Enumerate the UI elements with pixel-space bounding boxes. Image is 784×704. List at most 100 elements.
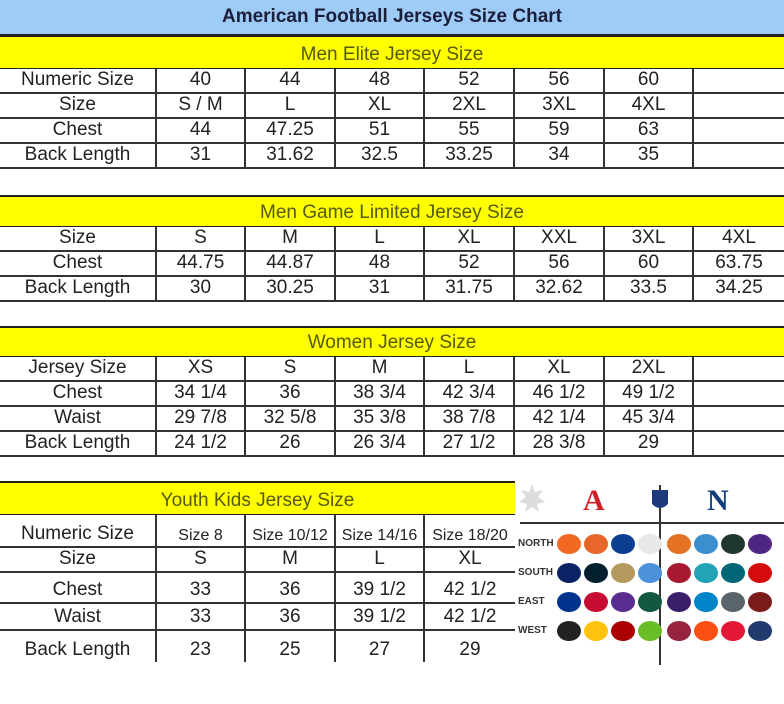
table-cell: 33 [157, 604, 246, 629]
section-heading: Men Elite Jersey Size [0, 35, 784, 69]
team-logo [721, 534, 745, 554]
table-cell: 25 [246, 631, 336, 662]
nfl-shield-icon [652, 490, 668, 508]
table-cell: 34.25 [715, 277, 763, 298]
row-label: Size [0, 94, 157, 117]
nfl-division-logos: A N NORTH SOUTH EAST WEST [515, 480, 784, 665]
team-logo [557, 621, 581, 641]
section-heading: Men Game Limited Jersey Size [0, 195, 784, 227]
table-row: Numeric Size Size 8 Size 10/12 Size 14/16 Si… [0, 515, 515, 548]
table-cell: 38 3/4 [336, 382, 425, 405]
team-logo [584, 592, 608, 612]
row-label: Waist [0, 604, 157, 629]
table-cell: 42 1/2 [443, 606, 497, 627]
table-cell: 56 [515, 69, 605, 92]
table-cell: 31 [336, 277, 425, 300]
team-logo [667, 563, 691, 583]
table-cell: XL [515, 357, 605, 380]
table-cell: 42 1/4 [515, 407, 605, 430]
table-cell: M [246, 227, 336, 250]
table-cell: 32.62 [515, 277, 605, 300]
table-cell: 60 [605, 69, 694, 92]
table-row: Jersey Size XS S M L XL 2XL [0, 357, 784, 382]
table-cell: 42 1/2 [443, 579, 497, 600]
table-cell: 56 [515, 252, 605, 275]
table-cell: L [336, 548, 425, 571]
table-cell: 36 [246, 573, 336, 602]
table-cell [694, 382, 784, 405]
table-cell: 63.75 [715, 252, 763, 273]
table-cell: 23 [157, 631, 246, 662]
table-row: Chest 33 36 39 1/2 42 1/2 [0, 573, 515, 604]
table-cell: 36 [246, 604, 336, 629]
table-cell: 44.75 [157, 252, 246, 275]
row-label: Jersey Size [0, 357, 157, 380]
table-cell: 3XL [515, 94, 605, 117]
table-cell: 35 [605, 144, 694, 167]
row-label: Waist [0, 407, 157, 430]
table-cell [694, 94, 784, 117]
chart-title: American Football Jerseys Size Chart [0, 0, 784, 36]
table-row: Back Length 24 1/2 26 26 3/4 27 1/2 28 3/8 29 [0, 432, 784, 457]
table-cell: M [336, 357, 425, 380]
row-label: Back Length [0, 144, 157, 167]
row-label: Chest [0, 252, 157, 275]
table-cell: Size 8 [157, 515, 246, 546]
table-cell: 44 [157, 119, 246, 142]
table-row: Waist 29 7/8 32 5/8 35 3/8 38 7/8 42 1/4 45 3/… [0, 407, 784, 432]
team-logo [557, 592, 581, 612]
table-cell: 55 [425, 119, 515, 142]
team-logo [584, 563, 608, 583]
table-row: Back Length 31 31.62 32.5 33.25 34 35 [0, 144, 784, 169]
table-cell: 33 [157, 573, 246, 602]
team-logo [584, 534, 608, 554]
table-cell: 48 [336, 252, 425, 275]
row-label: Numeric Size [0, 69, 157, 92]
table-cell: 27 [336, 631, 425, 662]
section-heading: Women Jersey Size [0, 326, 784, 357]
table-cell: 4XL [722, 227, 756, 248]
team-logo [611, 534, 635, 554]
team-logo [611, 592, 635, 612]
table-cell: Size 10/12 [246, 515, 336, 546]
table-row: Waist 33 36 39 1/2 42 1/2 [0, 604, 515, 631]
table-cell [694, 119, 784, 142]
table-cell: S / M [157, 94, 246, 117]
table-cell: 27 1/2 [425, 432, 515, 455]
row-label: Back Length [0, 277, 157, 300]
table-cell: 44 [246, 69, 336, 92]
team-logo [584, 621, 608, 641]
team-logo [638, 621, 662, 641]
table-cell: 46 1/2 [515, 382, 605, 405]
table-cell: 30 [157, 277, 246, 300]
table-row: Size S / M L XL 2XL 3XL 4XL [0, 94, 784, 119]
table-cell: 51 [336, 119, 425, 142]
table-cell: 63 [605, 119, 694, 142]
table-cell: 36 [246, 382, 336, 405]
table-cell [694, 69, 784, 92]
team-logo [638, 563, 662, 583]
table-row: Size S M L XL [0, 548, 515, 573]
table-cell: Size 14/16 [336, 515, 425, 546]
row-label: Size [0, 227, 157, 250]
table-cell: 48 [336, 69, 425, 92]
table-cell: 39 1/2 [336, 604, 425, 629]
team-logo [748, 621, 772, 641]
table-cell: 42 3/4 [425, 382, 515, 405]
table-cell: S [157, 548, 246, 571]
table-row: Back Length 30 30.25 31 31.75 32.62 33.5 34.25 [0, 277, 784, 302]
table-cell: 33.5 [605, 277, 694, 300]
table-cell: 39 1/2 [336, 573, 425, 602]
team-logo [721, 592, 745, 612]
table-cell: 59 [515, 119, 605, 142]
table-cell: L [336, 227, 425, 250]
division-label: NORTH [518, 538, 554, 549]
team-logo [748, 534, 772, 554]
team-logo [694, 534, 718, 554]
table-cell: 52 [425, 69, 515, 92]
nfc-logo: N [707, 484, 729, 517]
table-cell: 29 [459, 639, 481, 660]
team-logo [611, 621, 635, 641]
table-cell: 45 3/4 [605, 407, 694, 430]
